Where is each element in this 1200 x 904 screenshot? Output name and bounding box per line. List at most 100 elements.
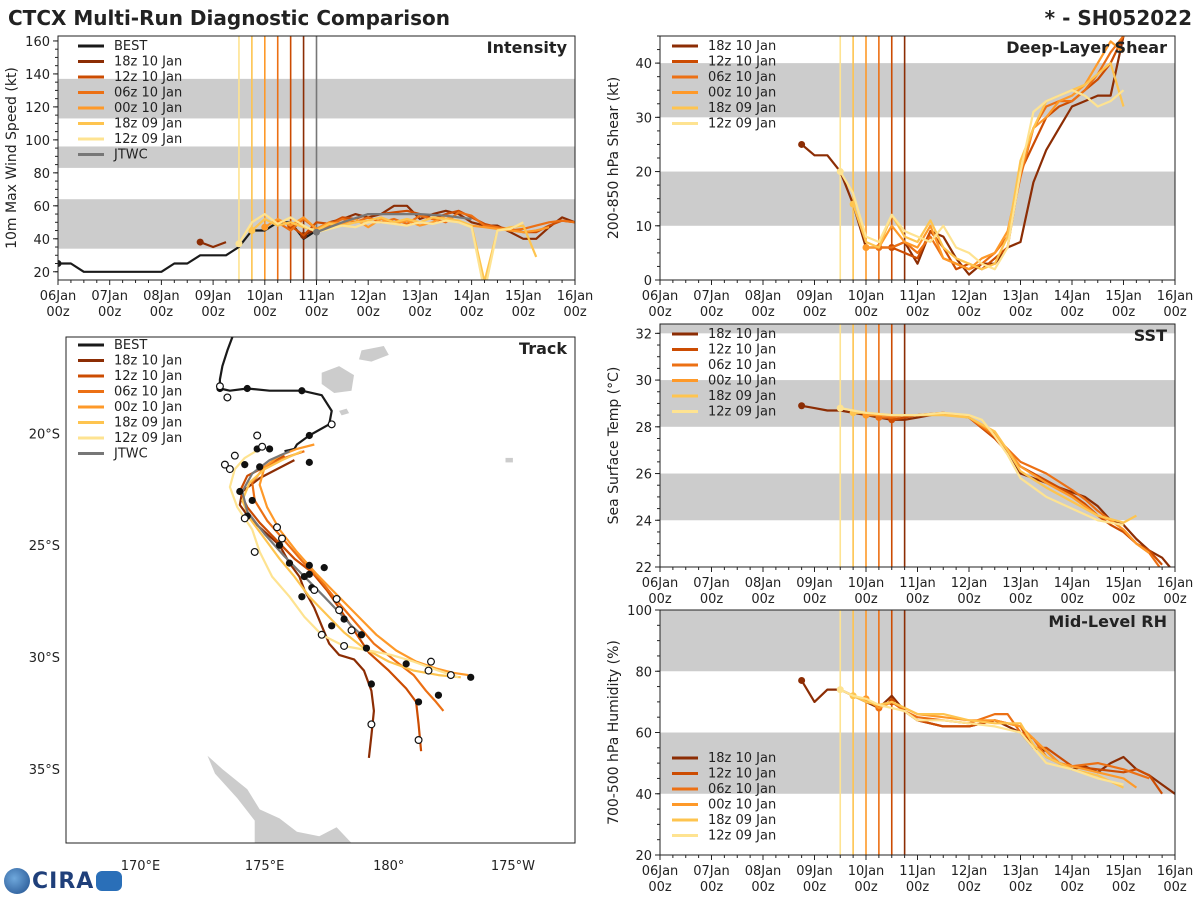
threshold-band — [660, 473, 1175, 521]
threshold-band — [660, 63, 1175, 118]
rh-plot-area — [660, 610, 1175, 855]
track-position-open — [273, 523, 282, 532]
x-tick-day: 15Jan — [1105, 289, 1142, 304]
x-tick-hour: 00z — [1163, 305, 1187, 320]
track-position-filled — [256, 463, 264, 471]
x-tick-hour: 00z — [648, 305, 672, 320]
x-tick-day: 12Jan — [350, 289, 387, 304]
y-tick-label: 80 — [635, 665, 652, 680]
series-line — [878, 36, 1125, 271]
series-line — [199, 241, 227, 249]
x-tick-hour: 00z — [803, 305, 827, 320]
x-tick-day: 08Jan — [745, 576, 782, 591]
track-position-filled — [305, 431, 313, 440]
lat-label: 20°S — [29, 427, 60, 442]
y-tick-label: 60 — [33, 200, 50, 215]
track-map: 170°E 175°E 180° 175°W 20°S 25°S 30°S 35°S Track… — [29, 336, 576, 874]
track-position-filled — [305, 561, 313, 569]
lat-label: 30°S — [29, 651, 60, 666]
y-tick-label: 20 — [635, 849, 652, 864]
x-tick-hour: 00z — [201, 305, 225, 320]
x-tick-hour: 00z — [803, 880, 827, 895]
y-tick-label: 40 — [33, 233, 50, 248]
x-tick-hour: 00z — [1163, 880, 1187, 895]
lon-label: 170°E — [121, 859, 161, 874]
y-tick-label: 30 — [635, 111, 652, 126]
x-tick-day: 06Jan — [40, 289, 77, 304]
x-tick-hour: 00z — [1009, 880, 1033, 895]
x-tick-day: 12Jan — [951, 864, 988, 879]
x-tick-day: 16Jan — [1157, 864, 1194, 879]
series-start-marker — [235, 240, 243, 248]
track-line — [258, 443, 469, 677]
shear-plot-area — [660, 36, 1175, 280]
legend-label: 12z 09 Jan — [114, 431, 182, 446]
track-position-open — [258, 442, 267, 451]
x-tick-day: 07Jan — [693, 289, 730, 304]
track-position-filled — [467, 673, 475, 681]
x-tick-hour: 00z — [460, 305, 484, 320]
legend-label: 18z 10 Jan — [114, 354, 182, 369]
x-tick-hour: 00z — [648, 592, 672, 607]
track-position-open — [215, 382, 224, 391]
series-line — [840, 407, 1124, 526]
track-position-open — [230, 451, 239, 460]
x-tick-hour: 00z — [854, 592, 878, 607]
series-start-marker — [862, 243, 870, 251]
series-line — [866, 40, 1125, 271]
x-tick-hour: 00z — [803, 592, 827, 607]
x-tick-day: 11Jan — [899, 289, 936, 304]
track-line — [251, 450, 445, 712]
track-position-filled — [298, 593, 306, 601]
legend-label: 18z 09 Jan — [708, 813, 776, 828]
x-tick-hour: 00z — [408, 305, 432, 320]
legend-label: 06z 10 Jan — [114, 86, 182, 101]
x-tick-hour: 00z — [253, 305, 277, 320]
x-tick-day: 09Jan — [796, 576, 833, 591]
cira-logo: CIRA — [4, 866, 123, 896]
y-tick-label: 24 — [635, 514, 652, 529]
x-tick-hour: 00z — [305, 305, 329, 320]
track-position-filled — [357, 631, 366, 639]
x-tick-day: 13Jan — [402, 289, 439, 304]
legend-label: 12z 10 Jan — [708, 343, 776, 358]
track-position-filled — [266, 445, 274, 453]
y-tick-label: 160 — [25, 35, 50, 50]
x-tick-hour: 00z — [1163, 592, 1187, 607]
track-position-filled — [414, 698, 423, 706]
chart-title: Mid-Level RH — [1048, 612, 1167, 631]
x-tick-day: 14Jan — [1054, 864, 1091, 879]
figure-title: CTCX Multi-Run Diagnostic Comparison — [8, 6, 450, 30]
x-tick-day: 07Jan — [91, 289, 128, 304]
track-position-open — [250, 547, 259, 556]
globe-icon — [4, 868, 30, 894]
series-start-marker — [261, 223, 269, 231]
storm-id: * - SH052022 — [1045, 6, 1192, 30]
legend-label: 12z 09 Jan — [708, 405, 776, 420]
threshold-band — [660, 324, 1175, 334]
x-tick-hour: 00z — [1112, 880, 1136, 895]
x-tick-day: 11Jan — [899, 576, 936, 591]
track-position-filled — [298, 387, 306, 395]
y-tick-label: 0 — [644, 274, 652, 289]
legend-label: 12z 09 Jan — [708, 829, 776, 844]
series-line — [852, 694, 1124, 789]
legend-label: 18z 09 Jan — [114, 117, 182, 132]
x-tick-hour: 00z — [357, 305, 381, 320]
legend-label: 18z 10 Jan — [708, 751, 776, 766]
land-tonga — [505, 457, 513, 463]
x-tick-hour: 00z — [512, 305, 536, 320]
x-tick-hour: 00z — [906, 592, 930, 607]
x-tick-hour: 00z — [957, 880, 981, 895]
legend-label: 12z 09 Jan — [114, 132, 182, 147]
chart-title: Deep-Layer Shear — [1006, 38, 1167, 57]
x-tick-day: 10Jan — [848, 864, 885, 879]
track-position-filled — [305, 458, 313, 466]
track-position-filled — [367, 680, 375, 688]
y-axis-label: 700-500 hPa Humidity (%) — [606, 640, 622, 825]
x-tick-day: 15Jan — [1105, 576, 1142, 591]
y-tick-label: 140 — [25, 68, 50, 83]
series-line — [800, 36, 1126, 276]
land-kadavu — [339, 408, 350, 416]
x-tick-day: 08Jan — [745, 289, 782, 304]
